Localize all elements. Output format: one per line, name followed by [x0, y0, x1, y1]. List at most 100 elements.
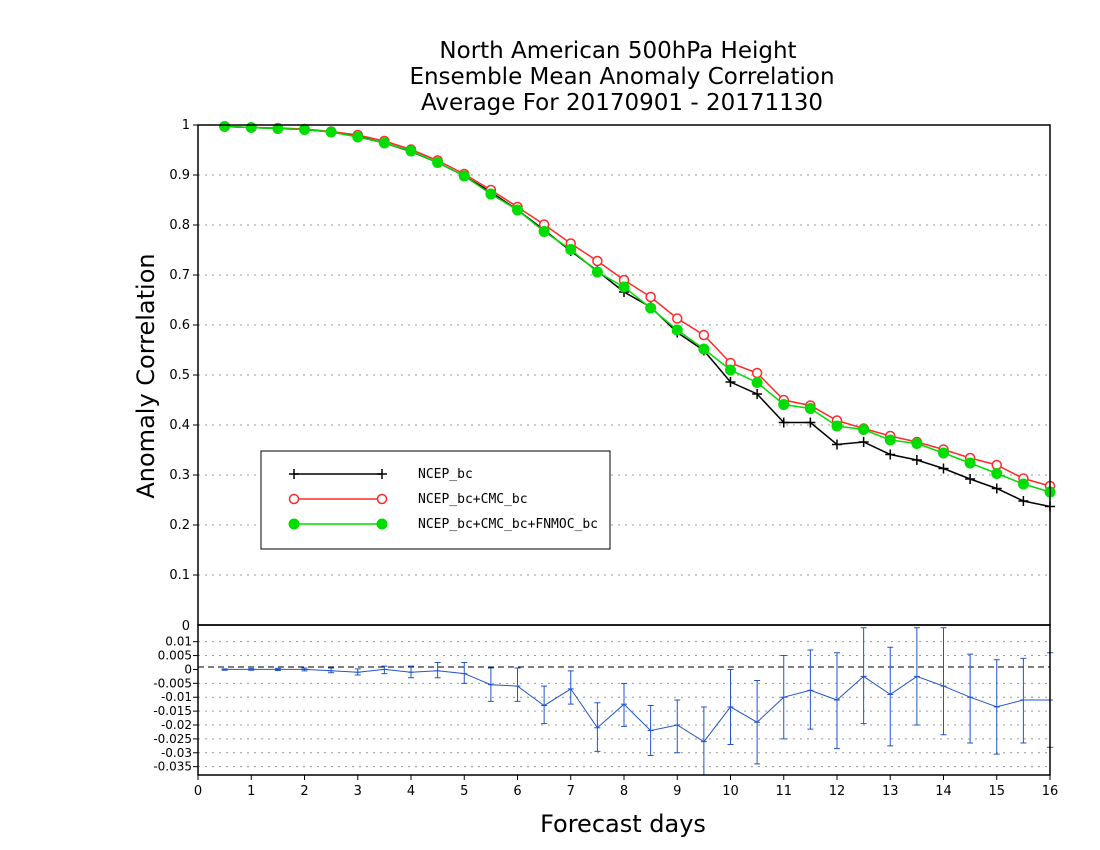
upper-y-tick-label: 0.4	[169, 418, 190, 433]
error-bar	[434, 662, 441, 679]
chart-title-line-1: North American 500hPa Height	[439, 38, 796, 64]
x-tick-label: 4	[407, 784, 415, 799]
x-tick-label: 5	[460, 784, 468, 799]
upper-y-tick-label: 1	[182, 118, 190, 133]
difference-line	[224, 668, 1050, 743]
series-point	[272, 123, 284, 134]
series-point	[538, 226, 550, 237]
lower-top-label: 0	[182, 619, 190, 634]
series-1	[219, 121, 1056, 492]
series-point	[805, 417, 816, 428]
upper-y-tick-label: 0.5	[169, 368, 190, 383]
series-point	[671, 324, 683, 336]
lower-y-tick-label: -0.03	[161, 746, 192, 760]
error-bar	[887, 646, 894, 747]
series-point	[592, 255, 603, 267]
upper-panel-series	[219, 121, 1056, 512]
series-2	[219, 121, 1056, 498]
series-point	[698, 329, 710, 341]
series-point	[725, 377, 736, 387]
lower-y-tick-label: -0.025	[153, 732, 192, 746]
legend-box	[260, 450, 611, 550]
series-point	[1018, 496, 1029, 506]
x-tick-label: 16	[1042, 784, 1059, 799]
legend-marker	[288, 518, 300, 530]
x-tick-label: 7	[567, 784, 575, 799]
difference-series-0	[221, 627, 1053, 776]
lower-panel-series	[221, 627, 1053, 776]
legend-item-2: NCEP_bc+CMC_bc+FNMOC_bc	[288, 517, 598, 532]
lower-y-tick-label: -0.005	[153, 676, 192, 690]
x-tick-label: 8	[620, 784, 628, 799]
error-bar	[1020, 657, 1027, 744]
lower-y-tick-label: -0.015	[153, 704, 192, 718]
upper-y-tick-label: 0.7	[169, 268, 190, 283]
error-bar	[940, 627, 947, 736]
x-tick-label: 13	[882, 784, 899, 799]
error-bar	[621, 682, 627, 727]
upper-y-tick-label: 0.9	[169, 168, 190, 183]
series-point	[938, 463, 949, 474]
series-point	[299, 124, 310, 135]
legend-marker	[289, 469, 299, 479]
series-point	[938, 447, 949, 459]
upper-y-tick-label: 0.2	[169, 518, 190, 533]
series-point	[219, 121, 231, 132]
lower-y-tick-label: 0.01	[165, 635, 192, 649]
series-point	[751, 377, 763, 388]
series-point	[831, 420, 843, 432]
chart-title-line-3: Average For 20170901 - 20171130	[421, 90, 823, 116]
x-tick-label: 2	[300, 784, 308, 799]
error-bar	[967, 653, 974, 744]
series-point	[698, 343, 710, 355]
x-tick-label: 6	[513, 784, 521, 799]
x-tick-label: 9	[673, 784, 681, 799]
series-point	[352, 131, 364, 143]
legend-label: NCEP_bc+CMC_bc	[418, 492, 528, 507]
series-point	[964, 457, 976, 469]
error-bar	[807, 649, 814, 730]
series-point	[645, 302, 657, 314]
upper-y-tick-label: 0.8	[169, 218, 190, 233]
series-point	[911, 438, 923, 449]
series-point	[884, 434, 896, 446]
series-point	[804, 403, 816, 414]
upper-y-tick-label: 0.3	[169, 468, 190, 483]
series-line	[224, 125, 1051, 508]
x-tick-label: 11	[775, 784, 792, 799]
series-point	[751, 367, 763, 379]
upper-y-tick-label: 0.1	[169, 568, 190, 583]
lower-y-tick-label: -0.01	[161, 690, 192, 704]
x-tick-label: 1	[247, 784, 255, 799]
error-bar	[541, 685, 548, 725]
x-tick-label: 0	[194, 784, 202, 799]
error-bar	[700, 706, 707, 776]
series-point	[618, 281, 630, 293]
legend-marker	[377, 469, 387, 479]
series-point	[991, 468, 1003, 479]
error-bar	[594, 702, 601, 752]
error-bar	[674, 699, 681, 754]
error-bar	[514, 667, 521, 702]
series-point	[245, 122, 257, 133]
legend-label: NCEP_bc+CMC_bc+FNMOC_bc	[418, 517, 598, 532]
error-bar	[834, 652, 840, 750]
x-tick-label: 12	[829, 784, 846, 799]
legend-marker	[376, 493, 388, 505]
error-bar	[567, 670, 574, 705]
series-point	[832, 439, 842, 450]
legend-label: NCEP_bc	[418, 467, 473, 482]
series-line	[224, 125, 1051, 493]
series-point	[752, 389, 763, 399]
series-point	[991, 483, 1002, 494]
legend-item-0: NCEP_bc	[289, 467, 473, 482]
y-axis-label: Anomaly Correlation	[132, 253, 160, 498]
lower-y-tick-label: -0.035	[153, 760, 192, 774]
series-point	[485, 188, 497, 200]
series-point	[858, 424, 870, 435]
lower-panel-grid	[198, 641, 1050, 768]
series-point	[458, 170, 470, 182]
error-bar	[461, 662, 468, 684]
series-point	[911, 455, 922, 465]
